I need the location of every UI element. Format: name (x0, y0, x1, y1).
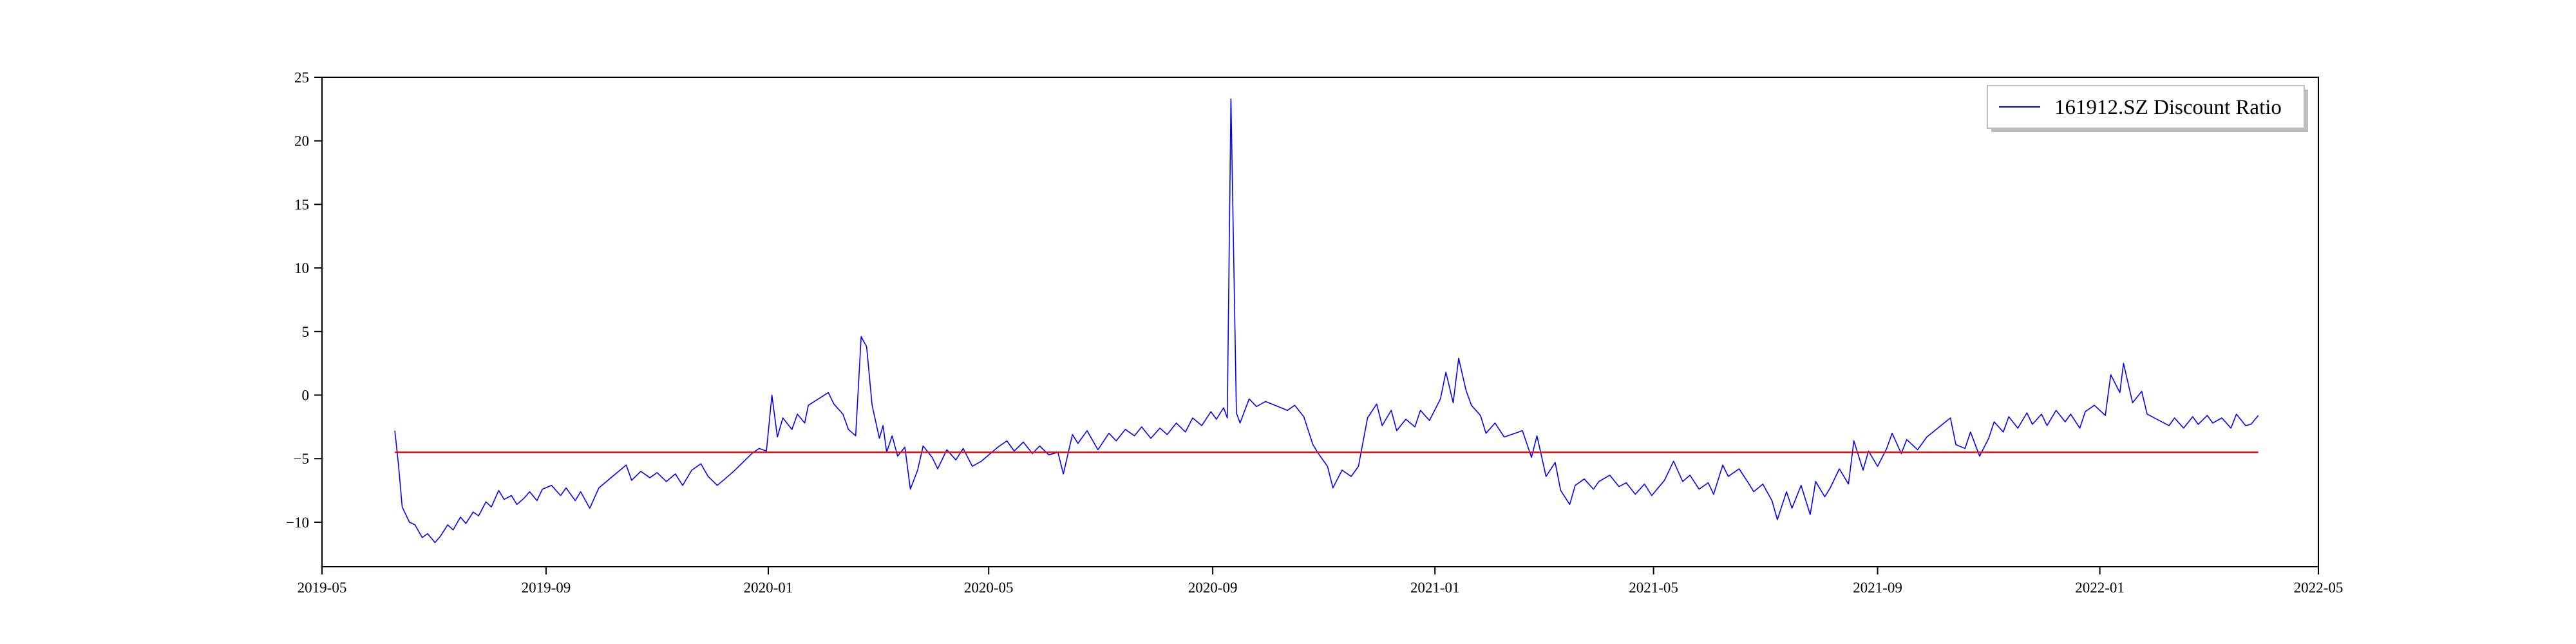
y-tick-label: 25 (294, 70, 309, 86)
x-tick-label: 2020-05 (964, 580, 1014, 596)
y-tick-label: −10 (286, 515, 309, 531)
x-tick-label: 2020-01 (744, 580, 793, 596)
x-tick-label: 2021-09 (1853, 580, 1902, 596)
y-tick-label: 15 (294, 196, 309, 213)
x-tick-label: 2022-01 (2075, 580, 2125, 596)
y-tick-label: −5 (294, 451, 309, 467)
chart-marks (394, 98, 2259, 544)
series-line-discount-ratio (394, 98, 2259, 544)
legend-label: 161912.SZ Discount Ratio (2054, 96, 2282, 119)
x-tick-label: 2020-09 (1188, 580, 1238, 596)
x-tick-label: 2019-09 (522, 580, 571, 596)
x-tick-label: 2021-05 (1629, 580, 1678, 596)
plot-frame (321, 77, 2319, 567)
y-tick-label: 10 (294, 260, 309, 276)
y-tick-label: 5 (302, 324, 310, 340)
x-tick-label: 2021-01 (1410, 580, 1460, 596)
legend: 161912.SZ Discount Ratio (1987, 85, 2308, 132)
y-tick-label: 0 (302, 388, 310, 404)
y-tick-label: 20 (294, 133, 309, 149)
x-tick-label: 2019-05 (298, 580, 347, 596)
x-tick-label: 2022-05 (2294, 580, 2344, 596)
axis-ticks: 2019-05 2019-09 2020-01 2020-05 2020-09 2021-… (286, 70, 2343, 596)
